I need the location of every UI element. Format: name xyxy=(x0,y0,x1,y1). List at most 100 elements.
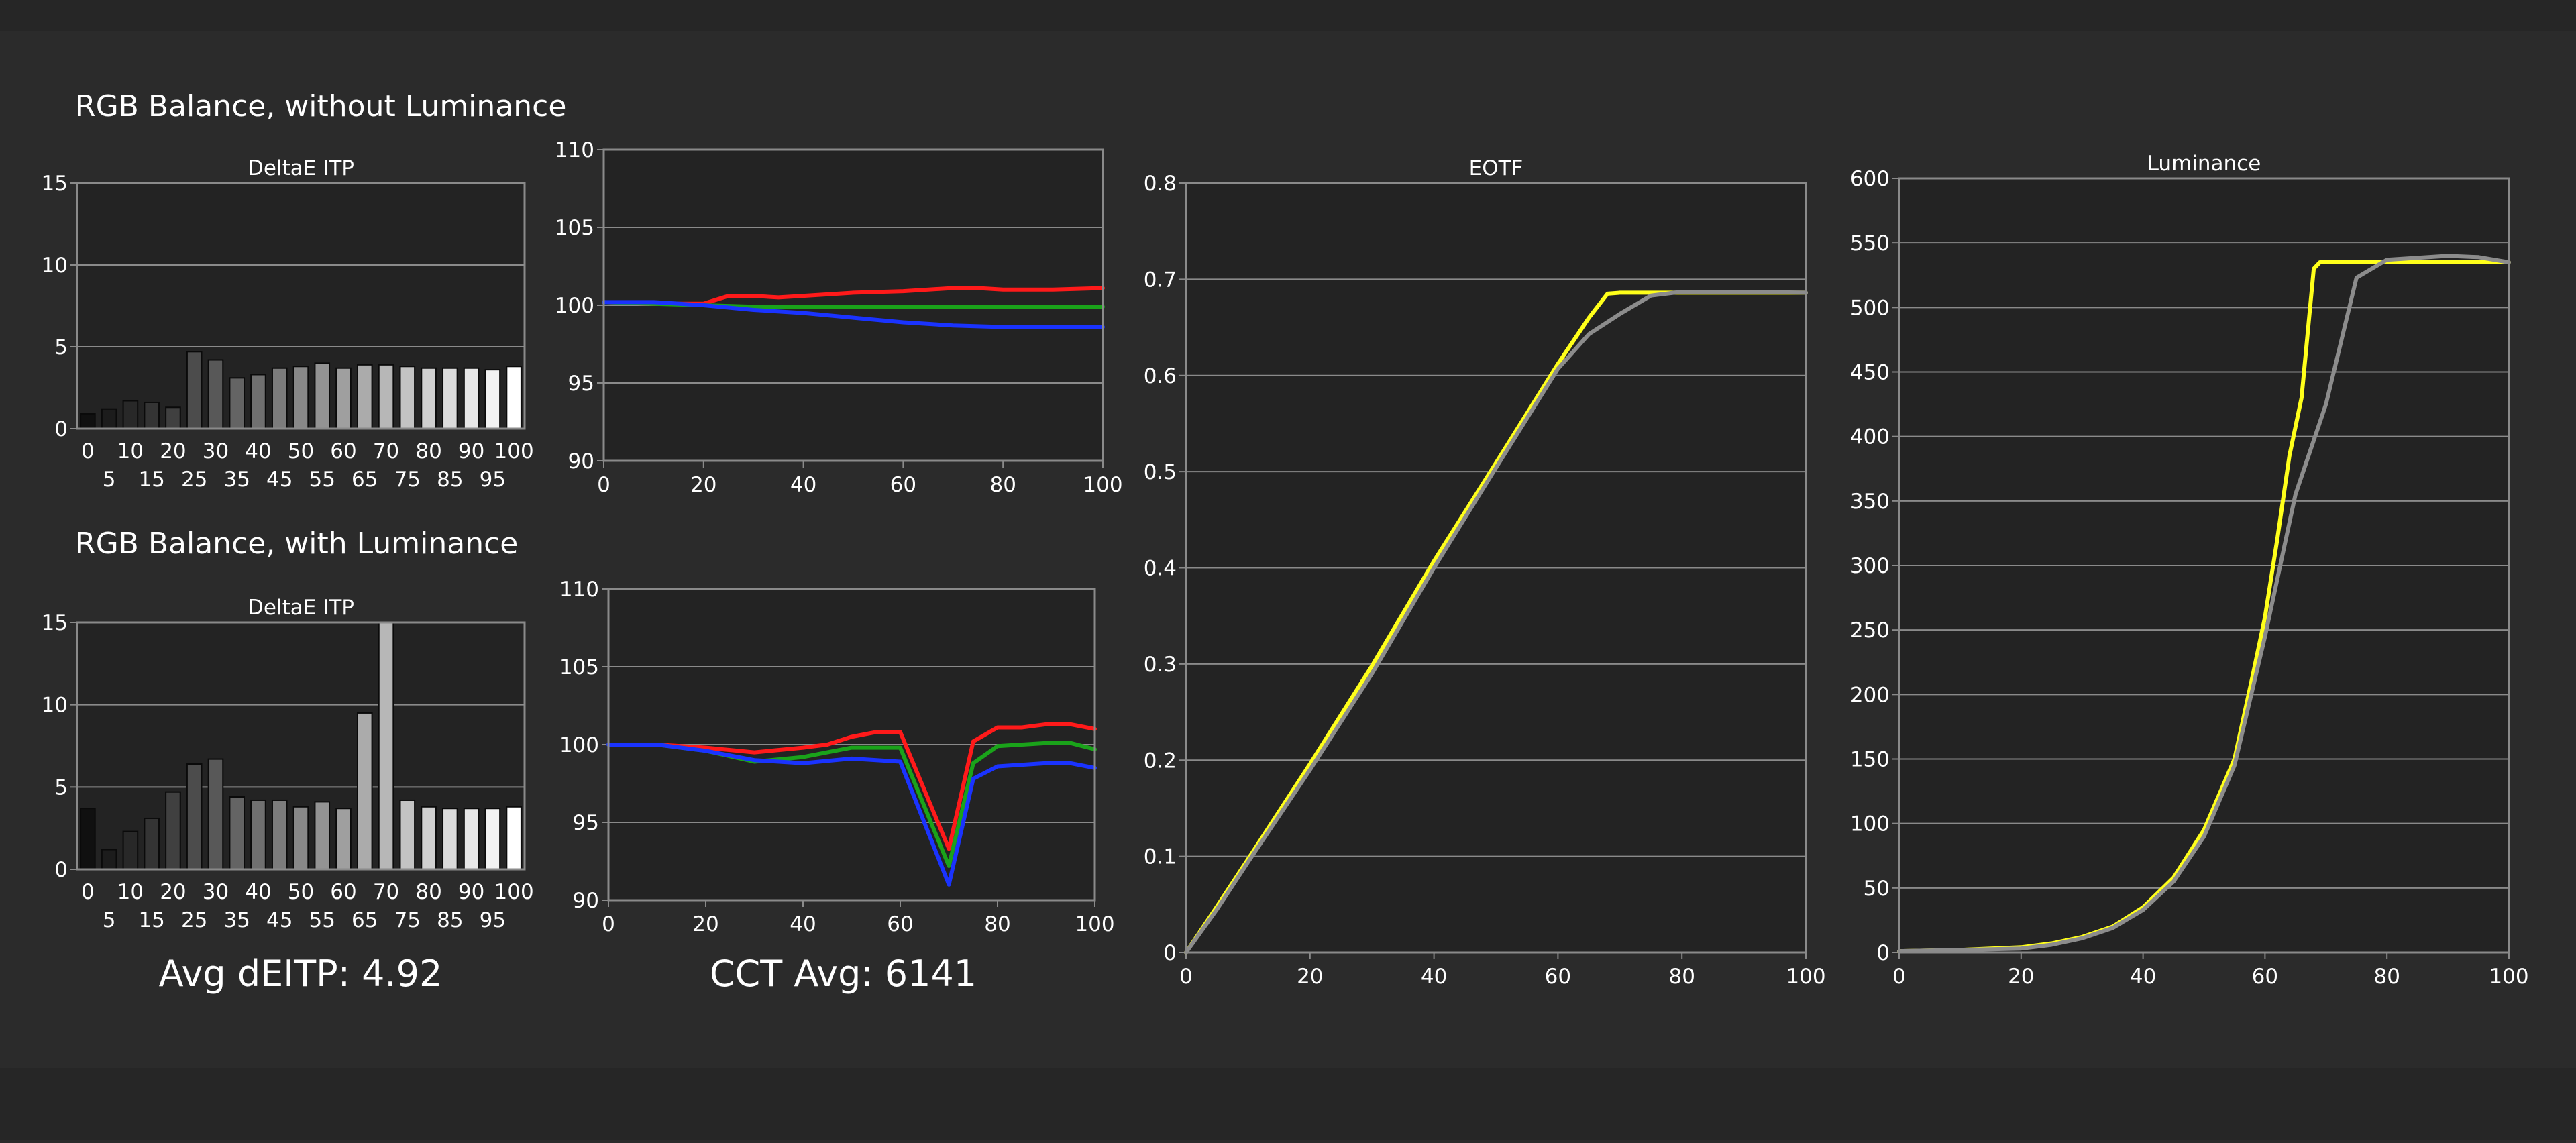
bar xyxy=(506,806,522,870)
bar xyxy=(292,366,309,430)
x-tick-label: 100 xyxy=(494,880,534,904)
cct-avg-label: CCT Avg: 6141 xyxy=(710,953,977,995)
y-tick-label: 0.2 xyxy=(1144,749,1177,773)
bar xyxy=(165,406,181,430)
x-tick-label: 70 xyxy=(373,439,399,464)
y-tick-label: 150 xyxy=(1850,748,1890,772)
x-tick-label: 60 xyxy=(330,880,356,904)
chart-title: DeltaE ITP xyxy=(248,156,354,180)
bar xyxy=(80,413,96,429)
y-tick-label: 550 xyxy=(1850,231,1890,256)
y-tick-label: 500 xyxy=(1850,296,1890,320)
bar xyxy=(378,622,394,870)
x-tick-label: 100 xyxy=(1786,965,1825,989)
bar xyxy=(399,366,416,430)
x-tick-label: 80 xyxy=(415,880,441,904)
x-tick-label: 60 xyxy=(330,439,356,464)
chart-deltae-without: 0510150510152025303540455055606570758085… xyxy=(42,156,534,492)
y-tick-label: 95 xyxy=(568,372,594,396)
y-tick-label: 10 xyxy=(42,254,68,278)
x-tick-label: 20 xyxy=(692,912,718,936)
bar xyxy=(101,849,117,871)
bar xyxy=(335,808,352,871)
y-tick-label: 15 xyxy=(42,172,68,196)
x-tick-label: 0 xyxy=(597,473,610,497)
x-tick-label: 80 xyxy=(415,439,441,464)
bottom-shade-band xyxy=(0,1068,2576,1140)
y-tick-label: 0.6 xyxy=(1144,364,1177,388)
series-line-gray_curve xyxy=(1897,254,2511,954)
y-tick-label: 100 xyxy=(559,733,599,757)
y-tick-label: 110 xyxy=(559,578,599,602)
x-tick-label: 5 xyxy=(103,908,116,932)
x-tick-label: 75 xyxy=(394,468,421,492)
x-tick-label: 15 xyxy=(138,908,164,932)
x-tick-label: 50 xyxy=(288,439,314,464)
plot-frame xyxy=(76,182,526,430)
x-tick-label: 0 xyxy=(602,912,615,936)
bar xyxy=(292,806,309,870)
y-tick-label: 105 xyxy=(559,655,599,679)
y-tick-label: 200 xyxy=(1850,683,1890,707)
y-tick-label: 100 xyxy=(1850,812,1890,836)
x-tick-label: 95 xyxy=(480,468,506,492)
bar xyxy=(144,817,160,870)
bar xyxy=(271,367,288,429)
bar xyxy=(101,408,117,429)
y-tick-label: 50 xyxy=(1864,877,1890,901)
x-tick-label: 90 xyxy=(458,880,484,904)
bar xyxy=(122,830,139,871)
bar xyxy=(165,791,181,871)
bar xyxy=(463,808,480,871)
bar xyxy=(229,377,246,429)
y-tick-label: 600 xyxy=(1850,167,1890,191)
x-tick-label: 100 xyxy=(1075,912,1114,936)
x-tick-label: 20 xyxy=(1297,965,1323,989)
bar xyxy=(335,367,352,429)
x-tick-label: 55 xyxy=(309,908,335,932)
y-tick-label: 350 xyxy=(1850,490,1890,514)
series-line-red xyxy=(602,286,1105,306)
bar xyxy=(271,799,288,870)
chart-title: Luminance xyxy=(2147,152,2261,176)
bar xyxy=(186,763,203,871)
chart-title: DeltaE ITP xyxy=(248,596,354,620)
y-tick-label: 300 xyxy=(1850,554,1890,578)
x-tick-label: 0 xyxy=(81,439,95,464)
x-tick-label: 35 xyxy=(223,468,250,492)
x-tick-label: 85 xyxy=(437,908,463,932)
series-line-blue xyxy=(606,743,1097,887)
bar xyxy=(314,362,331,430)
bar xyxy=(421,806,437,870)
y-tick-label: 0.8 xyxy=(1144,172,1177,196)
y-tick-label: 250 xyxy=(1850,618,1890,643)
bar xyxy=(80,808,96,871)
x-tick-label: 60 xyxy=(1545,965,1571,989)
x-tick-label: 0 xyxy=(1179,965,1193,989)
y-tick-label: 110 xyxy=(555,138,594,162)
bar xyxy=(207,758,224,871)
x-tick-label: 60 xyxy=(887,912,913,936)
x-tick-label: 5 xyxy=(103,468,116,492)
x-tick-label: 30 xyxy=(203,439,229,464)
y-tick-label: 0.1 xyxy=(1144,845,1177,869)
chart-rgb-with: 90 95 100 105 110 0 20 40 60 80 100 xyxy=(559,578,1115,936)
y-tick-label: 15 xyxy=(42,611,68,635)
y-tick-label: 0.3 xyxy=(1144,653,1177,677)
y-tick-label: 5 xyxy=(54,775,68,800)
x-tick-label: 40 xyxy=(1421,965,1447,989)
x-tick-label: 60 xyxy=(890,473,916,497)
x-tick-label: 55 xyxy=(309,468,335,492)
y-tick-label: 95 xyxy=(573,811,599,835)
x-tick-label: 75 xyxy=(394,908,421,932)
x-tick-label: 90 xyxy=(458,439,484,464)
x-tick-label: 25 xyxy=(181,468,207,492)
x-tick-label: 100 xyxy=(1083,473,1122,497)
series-line-gray_curve xyxy=(1184,290,1808,955)
x-tick-label: 30 xyxy=(203,880,229,904)
x-tick-label: 100 xyxy=(494,439,534,464)
y-tick-label: 450 xyxy=(1850,361,1890,385)
x-tick-label: 15 xyxy=(138,468,164,492)
x-tick-label: 0 xyxy=(1892,965,1906,989)
